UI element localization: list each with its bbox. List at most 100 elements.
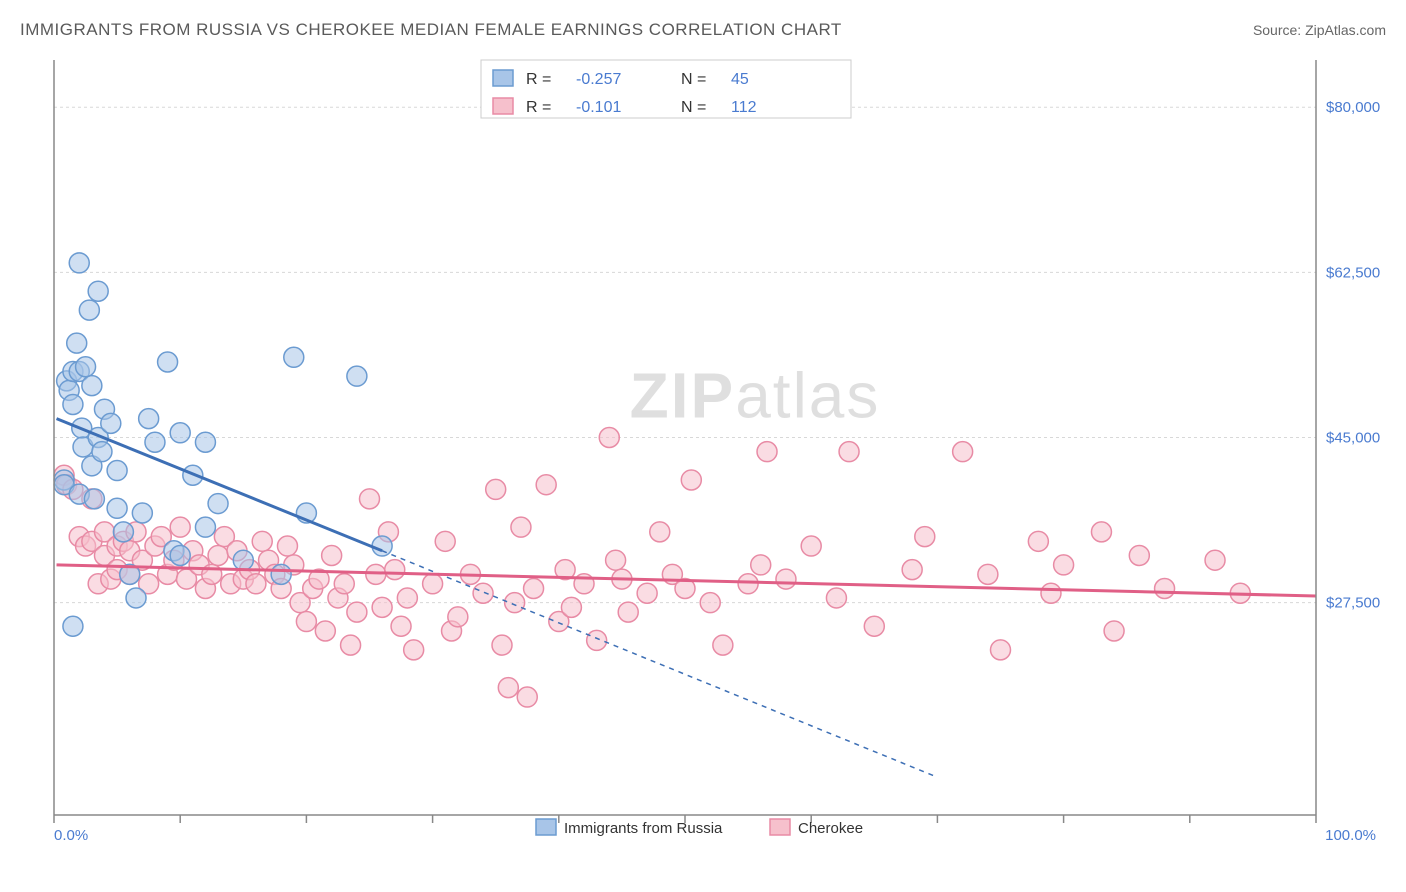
- scatter-point: [618, 602, 638, 622]
- scatter-point: [1091, 522, 1111, 542]
- scatter-point: [776, 569, 796, 589]
- legend-n-label: N =: [681, 71, 706, 88]
- scatter-point: [126, 588, 146, 608]
- legend-r-value: -0.101: [576, 99, 621, 116]
- scatter-point: [334, 574, 354, 594]
- scatter-point: [1054, 555, 1074, 575]
- scatter-point: [1155, 579, 1175, 599]
- scatter-point: [296, 612, 316, 632]
- scatter-point: [170, 545, 190, 565]
- scatter-point: [1028, 531, 1048, 551]
- scatter-point: [284, 347, 304, 367]
- scatter-point: [511, 517, 531, 537]
- legend-r-label: R =: [526, 71, 551, 88]
- scatter-point: [107, 461, 127, 481]
- scatter-point: [650, 522, 670, 542]
- scatter-point: [385, 560, 405, 580]
- scatter-point: [372, 597, 392, 617]
- scatter-point: [473, 583, 493, 603]
- scatter-point: [953, 442, 973, 462]
- scatter-point: [63, 394, 83, 414]
- scatter-point: [139, 409, 159, 429]
- scatter-point: [347, 366, 367, 386]
- legend-swatch: [493, 70, 513, 86]
- scatter-point: [322, 545, 342, 565]
- scatter-point: [1104, 621, 1124, 641]
- legend-n-value: 112: [731, 99, 757, 116]
- scatter-point: [915, 527, 935, 547]
- scatter-point: [902, 560, 922, 580]
- legend-r-value: -0.257: [576, 71, 621, 88]
- scatter-point: [372, 536, 392, 556]
- scatter-point: [69, 253, 89, 273]
- scatter-point: [107, 498, 127, 518]
- scatter-point: [82, 376, 102, 396]
- scatter-point: [391, 616, 411, 636]
- scatter-point: [448, 607, 468, 627]
- watermark: ZIPatlas: [630, 360, 881, 432]
- scatter-point: [63, 616, 83, 636]
- scatter-point: [738, 574, 758, 594]
- scatter-point: [505, 593, 525, 613]
- legend-r-label: R =: [526, 99, 551, 116]
- scatter-point: [246, 574, 266, 594]
- scatter-point: [1041, 583, 1061, 603]
- scatter-point: [145, 432, 165, 452]
- legend-n-label: N =: [681, 99, 706, 116]
- scatter-point: [158, 352, 178, 372]
- scatter-point: [208, 494, 228, 514]
- scatter-point: [700, 593, 720, 613]
- scatter-point: [864, 616, 884, 636]
- scatter-point: [978, 564, 998, 584]
- scatter-point: [1205, 550, 1225, 570]
- xtick-label: 100.0%: [1325, 827, 1376, 844]
- ytick-label: $80,000: [1326, 99, 1380, 116]
- scatter-point: [132, 503, 152, 523]
- scatter-point: [67, 333, 87, 353]
- scatter-point: [208, 545, 228, 565]
- scatter-point: [397, 588, 417, 608]
- scatter-point: [681, 470, 701, 490]
- ytick-label: $45,000: [1326, 430, 1380, 447]
- header: IMMIGRANTS FROM RUSSIA VS CHEROKEE MEDIA…: [0, 0, 1406, 50]
- scatter-point: [492, 635, 512, 655]
- scatter-point: [536, 475, 556, 495]
- source-label: Source: ZipAtlas.com: [1253, 22, 1386, 38]
- scatter-point: [113, 522, 133, 542]
- scatter-point: [637, 583, 657, 603]
- legend-n-value: 45: [731, 71, 749, 88]
- scatter-point: [757, 442, 777, 462]
- chart-container: $27,500$45,000$62,500$80,000ZIPatlas0.0%…: [46, 55, 1386, 842]
- scatter-point: [713, 635, 733, 655]
- scatter-point: [88, 281, 108, 301]
- correlation-scatter-chart: $27,500$45,000$62,500$80,000ZIPatlas0.0%…: [46, 55, 1386, 872]
- scatter-point: [170, 423, 190, 443]
- xtick-label: 0.0%: [54, 827, 88, 844]
- scatter-point: [79, 300, 99, 320]
- legend-swatch: [770, 819, 790, 835]
- scatter-point: [277, 536, 297, 556]
- scatter-point: [826, 588, 846, 608]
- scatter-point: [524, 579, 544, 599]
- scatter-point: [84, 489, 104, 509]
- scatter-point: [587, 630, 607, 650]
- scatter-point: [347, 602, 367, 622]
- scatter-point: [195, 517, 215, 537]
- scatter-point: [486, 479, 506, 499]
- scatter-point: [801, 536, 821, 556]
- legend-swatch: [493, 98, 513, 114]
- scatter-point: [76, 357, 96, 377]
- legend-series-label: Cherokee: [798, 820, 863, 837]
- legend-swatch: [536, 819, 556, 835]
- scatter-point: [341, 635, 361, 655]
- scatter-point: [606, 550, 626, 570]
- chart-title: IMMIGRANTS FROM RUSSIA VS CHEROKEE MEDIA…: [20, 20, 842, 40]
- scatter-point: [233, 550, 253, 570]
- legend-series-label: Immigrants from Russia: [564, 820, 723, 837]
- scatter-point: [423, 574, 443, 594]
- scatter-point: [561, 597, 581, 617]
- scatter-point: [404, 640, 424, 660]
- ytick-label: $62,500: [1326, 264, 1380, 281]
- scatter-point: [839, 442, 859, 462]
- scatter-point: [360, 489, 380, 509]
